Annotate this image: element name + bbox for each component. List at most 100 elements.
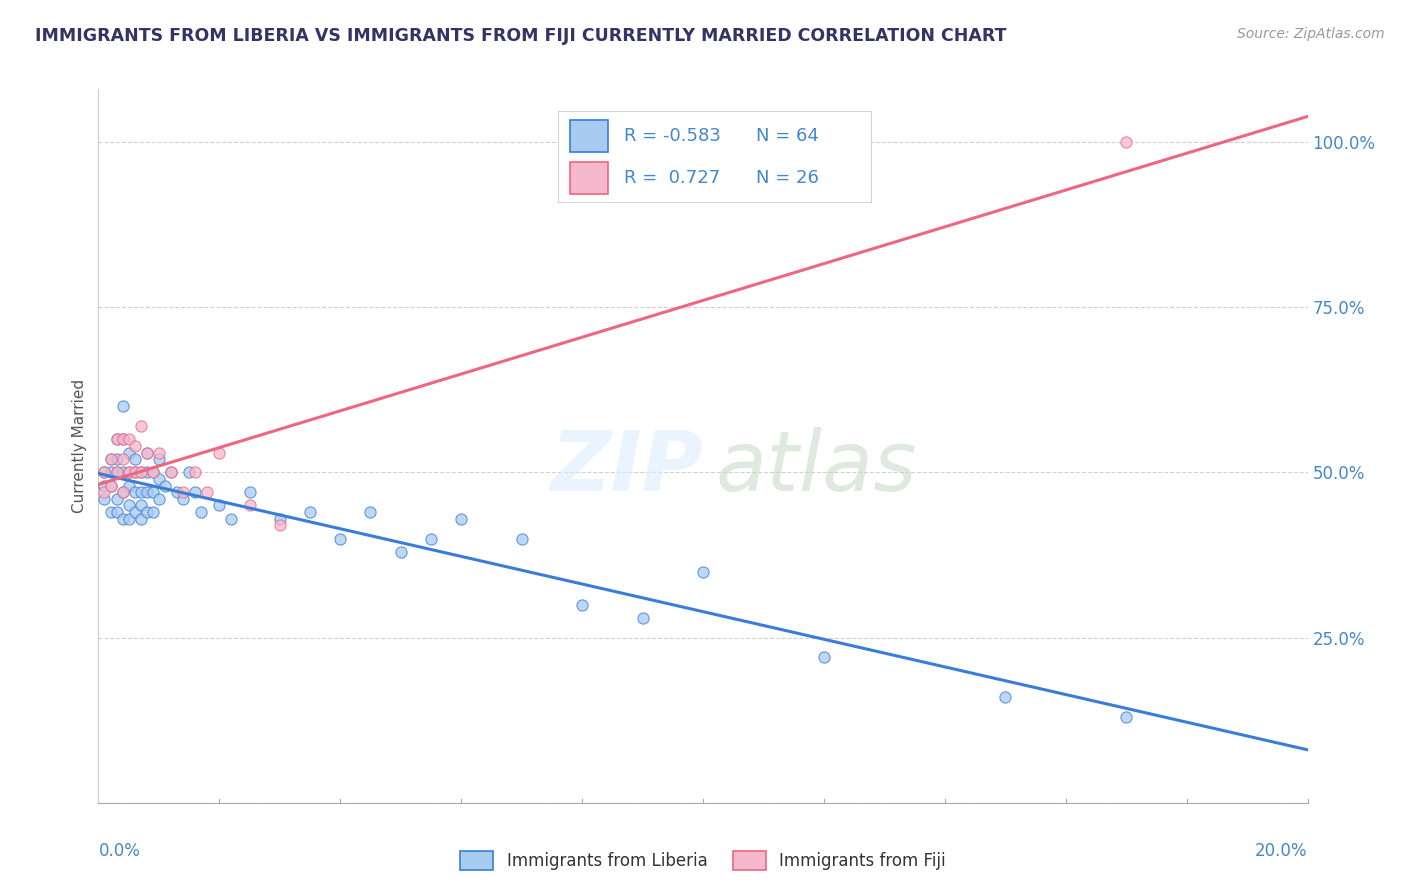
Point [148,472,170,486]
Point [118,466,141,480]
Point [93,466,115,480]
Point [129,466,152,480]
Point [148,452,170,467]
Point [299,505,322,519]
Point [129,499,152,513]
FancyBboxPatch shape [558,111,872,203]
Point [269,518,291,533]
Point [142,485,165,500]
Point [184,485,207,500]
Point [148,445,170,459]
Text: N = 64: N = 64 [756,128,818,145]
Point [329,532,352,546]
Point [692,565,714,579]
Point [142,466,165,480]
Bar [571,161,609,194]
Point [118,466,141,480]
Point [129,466,152,480]
Point [111,452,134,467]
Point [160,466,183,480]
Point [105,505,128,519]
Point [105,491,128,506]
Point [221,511,243,525]
Point [124,505,146,519]
Point [420,532,443,546]
Point [269,511,291,525]
Point [190,505,212,519]
Text: ZIP: ZIP [550,427,703,508]
Point [111,466,134,480]
Point [124,466,146,480]
Point [148,491,170,506]
Point [135,485,157,500]
Point [105,466,128,480]
Point [360,505,382,519]
Point [135,466,157,480]
Point [184,466,207,480]
Point [100,478,122,492]
Text: N = 26: N = 26 [756,169,818,186]
Point [111,511,134,525]
Bar [571,120,609,153]
Point [135,445,157,459]
Point [111,400,134,414]
Point [129,511,152,525]
Point [142,505,165,519]
Text: R =  0.727: R = 0.727 [624,169,720,186]
Point [105,452,128,467]
Point [100,466,122,480]
Point [100,505,122,519]
Point [631,611,654,625]
Point [166,485,188,500]
Text: atlas: atlas [716,427,917,508]
Legend: Immigrants from Liberia, Immigrants from Fiji: Immigrants from Liberia, Immigrants from… [454,844,952,877]
Point [208,445,231,459]
Point [111,485,134,500]
Point [142,466,165,480]
Text: 0.0%: 0.0% [98,842,141,860]
Point [179,466,201,480]
Point [571,598,593,612]
Text: Source: ZipAtlas.com: Source: ZipAtlas.com [1237,27,1385,41]
Point [389,545,412,559]
Point [124,466,146,480]
Point [118,478,141,492]
Point [195,485,218,500]
Point [118,511,141,525]
Text: 20.0%: 20.0% [1256,842,1308,860]
Point [105,433,128,447]
Point [160,466,183,480]
Point [105,433,128,447]
Point [93,485,115,500]
Point [135,445,157,459]
Point [118,445,141,459]
Text: R = -0.583: R = -0.583 [624,128,721,145]
Point [239,485,262,500]
Point [172,485,194,500]
Point [172,491,194,506]
Point [135,505,157,519]
Point [813,650,835,665]
Point [124,452,146,467]
Point [124,439,146,453]
Point [93,491,115,506]
Point [111,433,134,447]
Point [129,419,152,434]
Point [100,478,122,492]
Point [239,499,262,513]
Point [93,478,115,492]
Point [105,466,128,480]
Point [510,532,533,546]
Point [118,499,141,513]
Text: IMMIGRANTS FROM LIBERIA VS IMMIGRANTS FROM FIJI CURRENTLY MARRIED CORRELATION CH: IMMIGRANTS FROM LIBERIA VS IMMIGRANTS FR… [35,27,1007,45]
Point [153,478,176,492]
Point [450,511,472,525]
Point [100,452,122,467]
Point [118,433,141,447]
Point [1115,135,1137,149]
Point [100,452,122,467]
Y-axis label: Currently Married: Currently Married [72,379,87,513]
Point [129,485,152,500]
Point [111,485,134,500]
Point [111,433,134,447]
